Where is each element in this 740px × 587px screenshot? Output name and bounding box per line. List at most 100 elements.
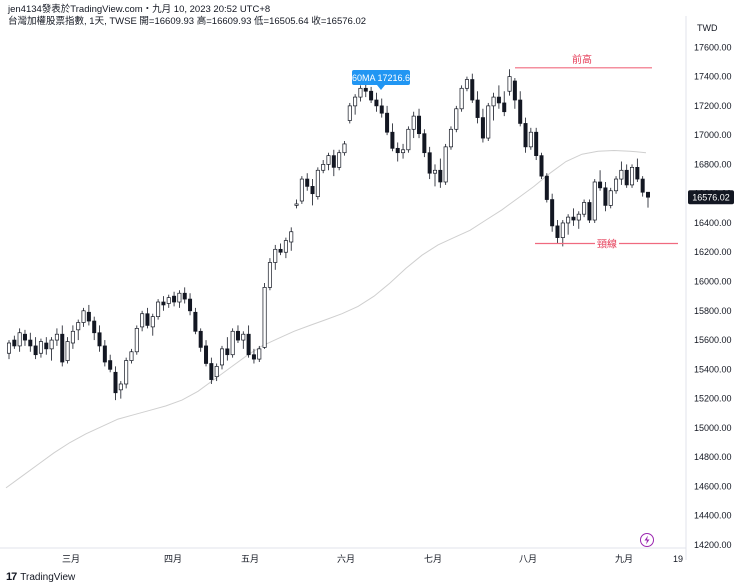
candle-body-up [49, 339, 54, 350]
candle-body-down [97, 332, 102, 347]
candle [608, 187, 613, 209]
candle-body-up [129, 351, 134, 361]
candle [321, 160, 326, 174]
candle-body-down [193, 311, 198, 332]
candle [38, 338, 43, 358]
candle-body-down [60, 333, 65, 363]
candle-body-down [369, 90, 374, 101]
candle-body-down [92, 320, 97, 334]
publish-info: jen4134發表於TradingView.com・九月 10, 2023 20… [8, 4, 271, 15]
candle [603, 181, 608, 212]
candle-body-down [480, 117, 485, 139]
candle-body-down [204, 345, 209, 364]
candle [491, 92, 496, 121]
candle-body-up [464, 79, 469, 89]
candle [177, 290, 182, 308]
y-tick-label: 15000.00 [694, 423, 732, 433]
candle [225, 337, 230, 361]
candle [518, 91, 523, 127]
candle [614, 176, 619, 194]
candle-body-down [379, 105, 384, 114]
candle-body-up [150, 316, 155, 328]
candle-body-up [401, 149, 406, 154]
candle [6, 340, 12, 360]
candle-body-up [315, 169, 320, 197]
candle-body-up [6, 342, 12, 354]
candle-body-down [395, 147, 400, 154]
candle-body-up [214, 366, 219, 378]
candle [113, 366, 118, 401]
flash-icon[interactable] [640, 533, 654, 547]
candle [555, 220, 560, 244]
candle-body-up [337, 152, 342, 168]
y-tick-label: 17400.00 [694, 72, 732, 82]
candle [204, 340, 209, 367]
candle-body-up [156, 301, 161, 318]
candle-body-up [177, 292, 182, 303]
candle [342, 141, 347, 156]
candle-body-down [161, 301, 166, 306]
candle-body-up [65, 341, 70, 361]
candle [395, 142, 400, 162]
candle-body-up [166, 297, 171, 304]
candle [507, 69, 512, 96]
candle-body-up [619, 169, 624, 180]
y-tick-label: 15400.00 [694, 364, 732, 374]
candle [379, 98, 384, 118]
candle-body-up [70, 330, 75, 344]
candle-body-down [198, 330, 203, 348]
candle-body-down [385, 112, 390, 133]
candle-body-up [230, 330, 235, 356]
candle [273, 244, 278, 270]
candle [241, 331, 246, 349]
y-tick-label: 14400.00 [694, 511, 732, 521]
candle-body-down [496, 96, 501, 104]
candle-body-up [38, 341, 43, 354]
candle [44, 337, 49, 355]
candle [512, 78, 517, 109]
candle [262, 282, 267, 349]
candle-body-up [134, 328, 139, 353]
candle-body-up [294, 203, 299, 206]
candle-body-up [321, 164, 326, 171]
ma-label-text: 60MA 17216.6 [352, 73, 410, 83]
candle-body-up [124, 360, 129, 385]
candle [496, 85, 501, 109]
candle-body-down [534, 131, 539, 156]
candle [108, 354, 113, 373]
tradingview-logo[interactable]: 17 TradingView [6, 571, 75, 583]
candle [331, 149, 336, 177]
last-price-text: 16576.02 [692, 193, 730, 203]
candle [454, 105, 459, 133]
candle-body-down [310, 186, 315, 195]
candle-body-down [390, 131, 395, 149]
candle-body-down [438, 169, 443, 183]
y-tick-label: 15800.00 [694, 306, 732, 316]
candle-body-down [587, 202, 592, 221]
candle [102, 340, 107, 367]
candle-body-up [54, 333, 59, 341]
candle [209, 357, 214, 384]
candle [17, 328, 22, 352]
candle-body-down [555, 225, 560, 238]
candle-body-down [331, 155, 336, 168]
candle-body-up [576, 213, 581, 221]
candle-body-down [475, 99, 480, 118]
y-tick-label: 17600.00 [694, 42, 732, 52]
candle [523, 117, 528, 153]
candle-body-down [22, 333, 27, 341]
x-tick-label: 八月 [519, 554, 537, 564]
candle-body-down [33, 345, 38, 356]
y-tick-label: 14800.00 [694, 452, 732, 462]
candle-body-up [528, 131, 533, 148]
candle [193, 307, 198, 335]
symbol-ohlc-info: 台灣加權股票指數, 1天, TWSE 開=16609.93 高=16609.93… [8, 16, 367, 27]
candle [417, 108, 422, 139]
candle-body-up [267, 262, 272, 288]
x-axis: 三月 四月 五月 六月 七月 八月 九月 19 [62, 553, 683, 564]
candle [337, 149, 342, 171]
candle [166, 294, 171, 308]
candle [560, 220, 565, 247]
candle [566, 214, 571, 235]
